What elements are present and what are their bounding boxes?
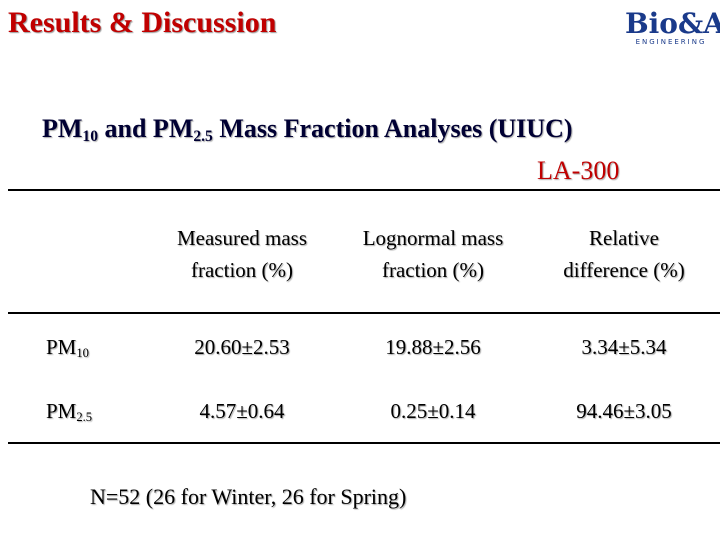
table-cell: 3.34±5.34	[581, 335, 667, 359]
row-label: PM10	[46, 335, 89, 361]
table-cell: 20.60±2.53	[194, 335, 290, 359]
table-cell: 4.57±0.64	[199, 399, 285, 423]
row-label: PM2.5	[46, 399, 92, 425]
row-label-sub: 10	[76, 346, 89, 361]
heading-text: Mass Fraction Analyses (UIUC)	[212, 114, 573, 143]
row-label-base: PM	[46, 399, 77, 423]
column-header: difference (%)	[563, 258, 685, 282]
column-header: fraction (%)	[381, 258, 485, 282]
row-label-sub: 2.5	[76, 410, 93, 425]
table-cell: 19.88±2.56	[385, 335, 481, 359]
column-header: Lognormal mass	[362, 226, 504, 250]
row-label-base: PM	[46, 335, 77, 359]
table-rule	[8, 312, 720, 314]
table-cell: 0.25±0.14	[390, 399, 476, 423]
table-cell: 94.46±3.05	[576, 399, 672, 423]
column-header: fraction (%)	[190, 258, 294, 282]
heading-text: and PM	[98, 114, 194, 143]
column-header: Relative	[589, 226, 659, 250]
logo: Bio&Ag ENGINEERING	[625, 7, 720, 47]
slide-title: Results & Discussion	[8, 6, 277, 39]
table-rule	[8, 189, 720, 191]
heading-text: PM	[42, 114, 83, 143]
column-header: Measured mass	[176, 226, 308, 250]
heading-sub: 2.5	[193, 127, 213, 145]
heading: PM10 and PM2.5 Mass Fraction Analyses (U…	[42, 114, 573, 146]
logo-name: Bio&Ag	[625, 7, 720, 40]
sample-label: LA-300	[537, 156, 620, 185]
table-rule	[8, 442, 720, 444]
note: N=52 (26 for Winter, 26 for Spring)	[90, 484, 407, 509]
heading-sub: 10	[82, 127, 99, 145]
logo-sub: ENGINEERING	[635, 38, 707, 46]
